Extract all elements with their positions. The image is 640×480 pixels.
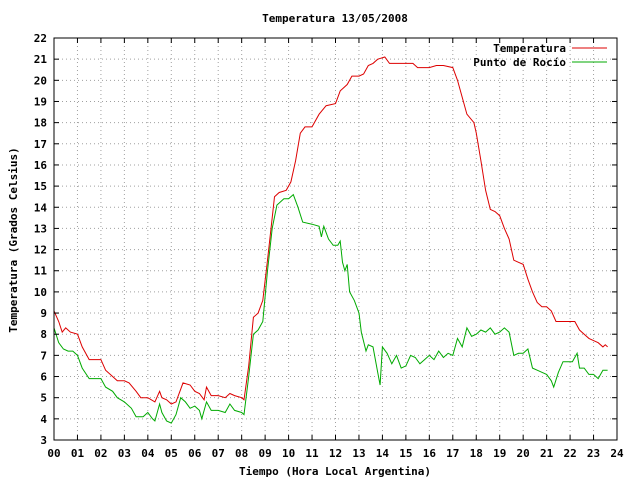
x-tick-label: 18 <box>470 447 483 460</box>
x-tick-label: 12 <box>329 447 342 460</box>
x-tick-label: 17 <box>446 447 459 460</box>
series-line-temperatura <box>53 56 608 405</box>
x-tick-label: 15 <box>399 447 412 460</box>
y-tick-label: 17 <box>34 138 47 151</box>
x-tick-label: 07 <box>212 447 225 460</box>
y-tick-label: 18 <box>34 117 47 130</box>
y-tick-label: 11 <box>34 265 48 278</box>
x-tick-label: 05 <box>165 447 178 460</box>
x-tick-label: 00 <box>47 447 60 460</box>
ticks-layer: 00 01 02 03 04 05 06 07 08 09 10 11 12 13 14 15 16 17 18 19… <box>34 32 624 460</box>
x-axis-title: Tiempo (Hora Local Argentina) <box>239 465 431 478</box>
x-tick-label: 23 <box>587 447 600 460</box>
x-tick-label: 13 <box>352 447 365 460</box>
legend-label: Punto de Rocío <box>473 56 566 69</box>
y-tick-label: 6 <box>40 371 47 384</box>
y-tick-label: 10 <box>34 286 47 299</box>
y-tick-label: 22 <box>34 32 47 45</box>
x-tick-label: 19 <box>493 447 506 460</box>
series-line-punto-de-rocio <box>53 193 608 424</box>
x-tick-label: 11 <box>305 447 319 460</box>
legend-label: Temperatura <box>493 42 566 55</box>
y-tick-label: 15 <box>34 180 47 193</box>
x-tick-label: 08 <box>235 447 248 460</box>
y-tick-label: 13 <box>34 222 47 235</box>
y-tick-label: 9 <box>40 307 47 320</box>
y-tick-label: 19 <box>34 95 47 108</box>
x-tick-label: 20 <box>517 447 530 460</box>
grid-layer <box>54 38 617 440</box>
x-tick-label: 01 <box>71 447 85 460</box>
y-tick-label: 21 <box>34 53 48 66</box>
x-tick-label: 24 <box>610 447 624 460</box>
y-tick-label: 20 <box>34 74 47 87</box>
y-tick-label: 5 <box>40 392 47 405</box>
y-tick-label: 7 <box>40 349 47 362</box>
x-tick-label: 22 <box>563 447 576 460</box>
y-tick-label: 3 <box>40 434 47 447</box>
y-tick-label: 8 <box>40 328 47 341</box>
x-tick-label: 10 <box>282 447 295 460</box>
y-tick-label: 16 <box>34 159 48 172</box>
x-tick-label: 06 <box>188 447 202 460</box>
y-axis-title: Temperatura (Grados Celsius) <box>7 147 20 332</box>
y-tick-label: 12 <box>34 244 47 257</box>
x-tick-label: 02 <box>94 447 107 460</box>
x-tick-label: 14 <box>376 447 390 460</box>
x-tick-label: 16 <box>423 447 437 460</box>
x-tick-label: 03 <box>118 447 131 460</box>
x-tick-label: 21 <box>540 447 554 460</box>
chart-title: Temperatura 13/05/2008 <box>262 12 408 25</box>
series-layer <box>53 56 608 424</box>
y-tick-label: 4 <box>40 413 47 426</box>
x-tick-label: 04 <box>141 447 155 460</box>
x-tick-label: 09 <box>259 447 272 460</box>
y-tick-label: 14 <box>34 201 48 214</box>
